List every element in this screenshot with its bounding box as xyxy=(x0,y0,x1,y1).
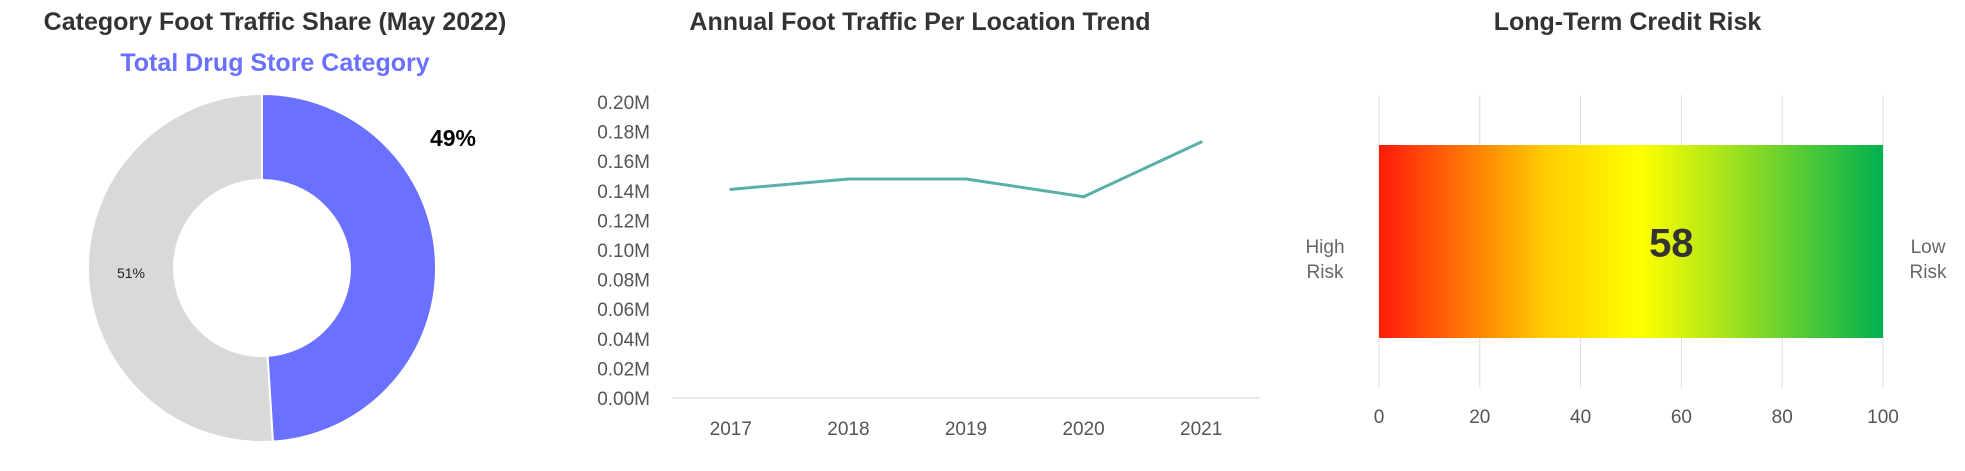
risk-gradient-bar xyxy=(1379,145,1883,338)
risk-score-value: 58 xyxy=(1649,222,1694,266)
credit-risk-panel: Long-Term Credit Risk High Risk Low Risk… xyxy=(1290,0,1965,471)
line-chart-title: Annual Foot Traffic Per Location Trend xyxy=(689,8,1151,36)
line-chart-panel: Annual Foot Traffic Per Location Trend 0… xyxy=(560,0,1280,471)
donut-slice-label: 51% xyxy=(117,265,145,281)
donut-slice xyxy=(87,92,274,443)
y-tick-label: 0.18M xyxy=(597,123,650,144)
x-tick-label: 2017 xyxy=(710,419,752,440)
line-chart: 0.00M 0.02M 0.04M 0.06M 0.08M 0.10M 0.12M 0.14M… xyxy=(597,93,1260,440)
donut-chart: 49% 51% xyxy=(87,92,476,443)
x-tick-label: 2021 xyxy=(1180,419,1222,440)
data-point xyxy=(1082,195,1086,199)
x-tick-label: 40 xyxy=(1570,407,1591,428)
credit-risk-title: Long-Term Credit Risk xyxy=(1493,8,1762,36)
y-tick-label: 0.14M xyxy=(597,182,650,203)
x-tick-label: 100 xyxy=(1867,407,1899,428)
high-risk-label-line2: Risk xyxy=(1306,262,1344,283)
donut-slice-label: 49% xyxy=(430,125,476,151)
data-point xyxy=(846,177,850,181)
low-risk-label: Low Risk xyxy=(1893,235,1963,285)
y-tick-label: 0.02M xyxy=(597,359,650,380)
x-tick-label: 2020 xyxy=(1062,419,1104,440)
series-line xyxy=(730,140,1202,199)
data-point xyxy=(964,177,968,181)
donut-chart-title: Category Foot Traffic Share (May 2022) xyxy=(43,8,507,36)
y-tick-label: 0.12M xyxy=(597,211,650,232)
y-tick-label: 0.06M xyxy=(597,300,650,321)
x-tick-label: 0 xyxy=(1374,407,1385,428)
data-point xyxy=(729,187,733,191)
donut-chart-panel: Category Foot Traffic Share (May 2022) T… xyxy=(0,0,550,471)
y-tick-label: 0.04M xyxy=(597,330,650,351)
donut-slice xyxy=(261,92,438,443)
x-tick-label: 60 xyxy=(1671,407,1692,428)
low-risk-label-line1: Low xyxy=(1910,237,1946,258)
high-risk-label: High Risk xyxy=(1290,235,1360,285)
credit-risk-gauge: 0 20 40 60 80 100 58 xyxy=(1374,95,1899,428)
y-tick-label: 0.00M xyxy=(597,389,650,410)
y-tick-label: 0.20M xyxy=(597,93,650,114)
high-risk-label-line1: High xyxy=(1305,237,1345,258)
data-point xyxy=(1199,140,1203,144)
y-tick-label: 0.10M xyxy=(597,241,650,262)
x-tick-label: 2018 xyxy=(827,419,869,440)
donut-chart-subtitle: Total Drug Store Category xyxy=(120,49,430,77)
y-tick-label: 0.16M xyxy=(597,152,650,173)
x-tick-label: 80 xyxy=(1772,407,1793,428)
low-risk-label-line2: Risk xyxy=(1909,262,1947,283)
x-tick-label: 2019 xyxy=(945,419,987,440)
y-tick-label: 0.08M xyxy=(597,271,650,292)
x-tick-label: 20 xyxy=(1469,407,1490,428)
